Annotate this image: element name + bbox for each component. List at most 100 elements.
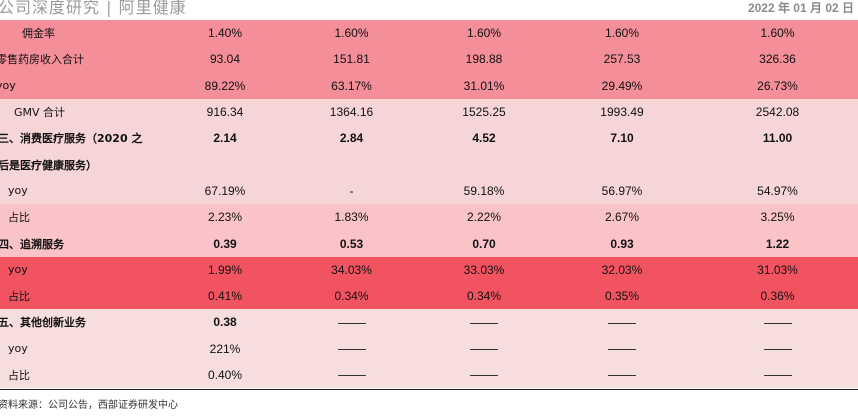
table-cell: 0.35% xyxy=(547,282,697,310)
table-cell: - xyxy=(282,177,421,205)
table-cell xyxy=(421,151,547,178)
table-cell: 29.49% xyxy=(547,72,697,99)
table-cell: 151.81 xyxy=(282,46,421,73)
row-label: yoy xyxy=(0,256,168,283)
table-cell: 1.40% xyxy=(168,20,282,47)
table-cell: 1525.25 xyxy=(421,98,547,126)
row-label: 三、消费医疗服务（2020 之 xyxy=(0,125,168,152)
table-cell: 326.36 xyxy=(697,46,858,73)
dash-mark xyxy=(337,322,366,324)
table-cell: 2.23% xyxy=(168,204,282,231)
table-cell: 34.03% xyxy=(282,256,421,283)
table-cell: 0.36% xyxy=(697,282,858,310)
row-label-text: 五、其他创新业务 xyxy=(0,316,86,330)
table-bottom-border xyxy=(0,389,858,390)
table-cell: 1993.49 xyxy=(547,98,697,126)
table-cell: 0.41% xyxy=(168,282,282,310)
table-cell xyxy=(697,151,858,178)
dash-mark xyxy=(763,349,792,351)
table-cell: 257.53 xyxy=(547,46,697,73)
table-cell xyxy=(282,335,421,362)
table-cell: 4.52 xyxy=(421,125,547,152)
table-cell xyxy=(282,151,421,178)
table-cell: 0.34% xyxy=(282,282,421,310)
row-label: GMV 合计 xyxy=(0,98,168,126)
table-cell: 0.53 xyxy=(282,230,421,257)
table-cell: 221% xyxy=(168,335,282,362)
row-label-text: yoy xyxy=(8,263,28,277)
table-cell: 31.03% xyxy=(697,256,858,283)
dash-mark xyxy=(608,322,636,324)
row-label-text: yoy xyxy=(8,342,28,356)
table-cell: 1.60% xyxy=(547,20,697,47)
table-cell: 2542.08 xyxy=(697,98,858,126)
table-cell: 2.14 xyxy=(168,125,282,152)
row-label: 占比 xyxy=(0,282,168,310)
row-label-text: GMV 合计 xyxy=(14,106,66,120)
row-label-text: 四、追溯服务 xyxy=(0,237,64,251)
table-cell: 63.17% xyxy=(282,72,421,99)
table-cell xyxy=(547,361,697,389)
table-cell xyxy=(547,309,697,336)
table-cell: 0.70 xyxy=(421,230,547,257)
row-label-text: yoy xyxy=(0,79,16,93)
dash-mark xyxy=(470,349,498,351)
table-cell xyxy=(547,335,697,362)
table-cell: 32.03% xyxy=(547,256,697,283)
table-cell: 59.18% xyxy=(421,177,547,205)
dash-mark xyxy=(608,349,636,351)
table-row: yoy 67.19% -59.18% 56.97% 54.97% xyxy=(0,177,858,205)
table-cell: 1.22 xyxy=(697,230,858,257)
dash-mark xyxy=(763,375,792,377)
table-cell xyxy=(168,151,282,178)
table-cell xyxy=(421,309,547,336)
table-row: 五、其他创新业务 0.38 xyxy=(0,309,858,336)
row-label: 占比 xyxy=(0,204,168,231)
dash-mark xyxy=(337,349,366,351)
table-cell: 33.03% xyxy=(421,256,547,283)
table-cell xyxy=(421,361,547,389)
table-cell: 916.34 xyxy=(168,98,282,126)
table-cell: 198.88 xyxy=(421,46,547,73)
table-row: yoy 221% xyxy=(0,335,858,362)
table-cell: 93.04 xyxy=(168,46,282,73)
dash-mark xyxy=(470,375,498,377)
table-row: 佣金率 1.40% 1.60% 1.60% 1.60% 1.60% xyxy=(0,20,858,47)
table-row: 占比 0.40% xyxy=(0,361,858,389)
table-cell: 1.60% xyxy=(282,20,421,47)
row-label-text: 零售药房收入合计 xyxy=(0,53,84,67)
table-cell xyxy=(421,335,547,362)
table-row: 零售药房收入合计 93.04 151.81 198.88 257.53 326.36 xyxy=(0,46,858,73)
table-row: 后是医疗健康服务） xyxy=(0,151,858,178)
dash-mark xyxy=(608,375,636,377)
table-cell: 89.22% xyxy=(168,72,282,99)
report-title: 公司深度研究 | 阿里健康 xyxy=(0,0,187,17)
table-cell: 1.99% xyxy=(168,256,282,283)
table-cell: 1.83% xyxy=(282,204,421,231)
table-cell: 7.10 xyxy=(547,125,697,152)
table-cell xyxy=(697,309,858,336)
row-label-text: 占比 xyxy=(8,290,30,304)
table-cell: 54.97% xyxy=(697,177,858,205)
table-row: GMV 合计 916.34 1364.16 1525.25 1993.49 2542.08 xyxy=(0,98,858,126)
row-label-text: 后是医疗健康服务） xyxy=(0,158,97,172)
row-label: 佣金率 xyxy=(0,20,168,47)
table-cell: 31.01% xyxy=(421,72,547,99)
table-cell: 0.39 xyxy=(168,230,282,257)
table-cell xyxy=(282,309,421,336)
table-cell: 3.25% xyxy=(697,204,858,231)
table-cell xyxy=(697,335,858,362)
table-row: yoy 1.99% 34.03% 33.03% 32.03% 31.03% xyxy=(0,256,858,283)
row-label: 零售药房收入合计 xyxy=(0,46,168,73)
row-label: yoy xyxy=(0,335,168,362)
row-label-text: 占比 xyxy=(8,211,30,225)
table-cell: 1.60% xyxy=(697,20,858,47)
table-row: 三、消费医疗服务（2020 之 2.14 2.84 4.52 7.10 11.00 xyxy=(0,125,858,152)
financial-table: 佣金率 1.40% 1.60% 1.60% 1.60% 1.60% 零售药房收入合计 93.0… xyxy=(0,20,858,389)
table-cell: 0.34% xyxy=(421,282,547,310)
table-cell: 0.93 xyxy=(547,230,697,257)
dash-mark xyxy=(470,322,498,324)
row-label-text: 占比 xyxy=(8,369,30,382)
table-cell: 11.00 xyxy=(697,125,858,152)
table-cell: 26.73% xyxy=(697,72,858,99)
